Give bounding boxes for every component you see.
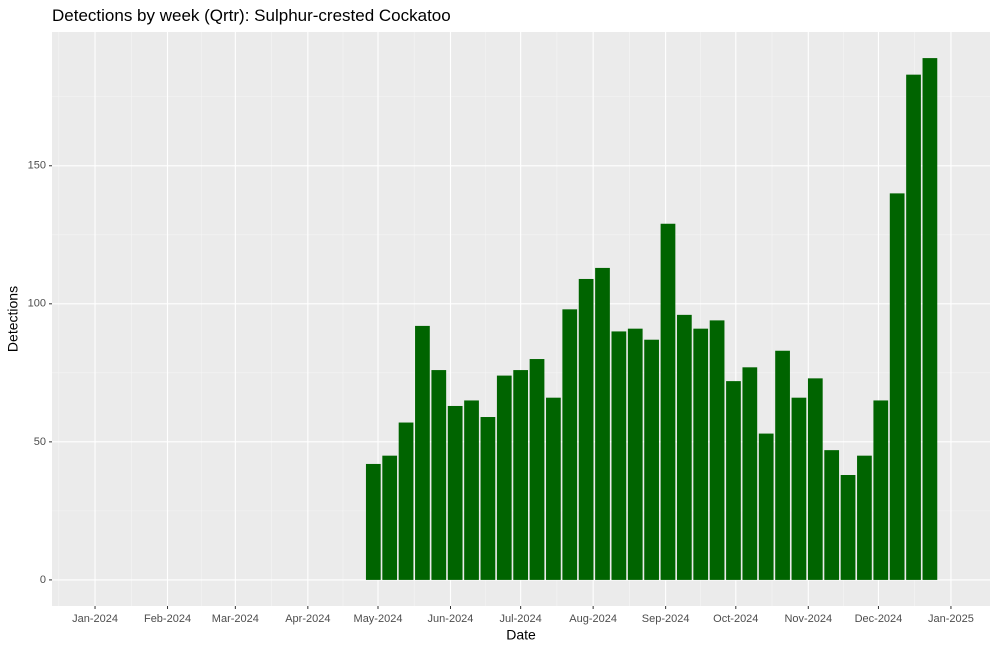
- bar: [546, 397, 561, 580]
- bar: [382, 455, 398, 580]
- bar: [824, 450, 840, 580]
- bar: [513, 370, 529, 580]
- y-tick-label: 50: [34, 436, 46, 448]
- bar: [447, 405, 463, 580]
- x-tick-label: Nov-2024: [784, 613, 832, 625]
- bar: [709, 320, 725, 580]
- bar: [415, 325, 430, 580]
- x-tick-label: May-2024: [354, 613, 403, 625]
- y-axis-label: Detections: [5, 286, 21, 352]
- bar: [889, 193, 905, 580]
- bar: [644, 339, 659, 580]
- bar: [807, 378, 823, 580]
- bar: [595, 267, 610, 580]
- bar: [611, 331, 627, 580]
- bar: [480, 417, 496, 580]
- x-axis-label: Date: [506, 627, 536, 643]
- bar: [398, 422, 414, 580]
- bar: [922, 58, 938, 580]
- bar: [676, 314, 692, 580]
- y-tick-label: 100: [28, 298, 46, 310]
- y-tick-label: 150: [28, 160, 46, 172]
- x-tick-label: Mar-2024: [212, 613, 259, 625]
- bar: [873, 400, 889, 580]
- bar: [742, 367, 758, 580]
- x-tick-label: Sep-2024: [642, 613, 690, 625]
- bar: [857, 455, 872, 580]
- bar: [840, 474, 856, 580]
- bar: [791, 397, 807, 580]
- bar: [627, 328, 643, 580]
- bar: [562, 309, 578, 580]
- bar: [529, 359, 545, 580]
- bar: [775, 350, 790, 580]
- bar: [906, 74, 921, 580]
- x-tick-label: Jan-2025: [928, 613, 974, 625]
- x-tick-label: Jun-2024: [428, 613, 474, 625]
- chart-title: Detections by week (Qrtr): Sulphur-crest…: [52, 6, 451, 25]
- y-tick-label: 0: [40, 574, 46, 586]
- x-tick-label: Jul-2024: [500, 613, 542, 625]
- bar: [464, 400, 479, 580]
- bar: [660, 223, 676, 580]
- bar: [693, 328, 709, 580]
- bar: [758, 433, 774, 580]
- x-tick-label: Aug-2024: [569, 613, 617, 625]
- bar: [578, 278, 594, 580]
- x-tick-label: Apr-2024: [285, 613, 330, 625]
- x-tick-label: Jan-2024: [72, 613, 118, 625]
- x-tick-label: Oct-2024: [713, 613, 758, 625]
- bar: [726, 381, 741, 580]
- bar: [496, 375, 512, 580]
- bar: [431, 370, 447, 580]
- bar: [365, 463, 381, 580]
- x-tick-label: Feb-2024: [144, 613, 191, 625]
- x-tick-label: Dec-2024: [855, 613, 903, 625]
